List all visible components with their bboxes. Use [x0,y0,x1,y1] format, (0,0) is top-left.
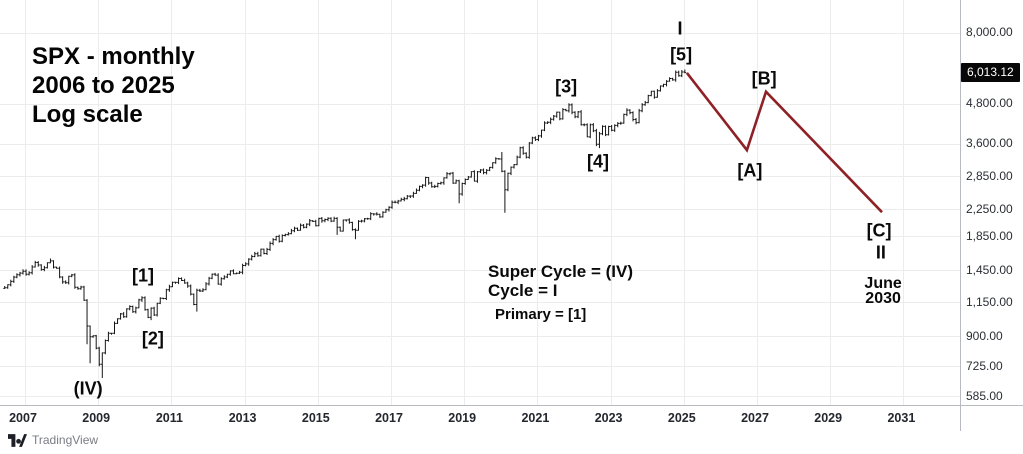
wave-label-2030: 2030 [865,290,901,308]
cycle-note: Cycle = I [488,281,558,300]
title-line-2: 2006 to 2025 [32,72,175,99]
last-price-value: 6,013.12 [967,65,1014,80]
wave-label-a: [A] [737,160,763,181]
time-axis-label-2023: 2023 [594,411,623,425]
time-axis-label-2019: 2019 [448,411,477,425]
time-axis-label-2021: 2021 [521,411,550,425]
price-axis-label: 1,450.00 [966,262,1013,277]
wave-label-i: I [677,18,683,39]
time-axis-label-2027: 2027 [741,411,769,425]
time-axis-label-2031: 2031 [887,411,916,425]
tradingview-logo-icon [8,433,27,447]
tradingview-logo[interactable]: TradingView [8,433,98,447]
wave-label-4: [4] [586,151,609,172]
wave-label-3: [3] [555,76,578,97]
time-axis-label-2013: 2013 [228,411,257,425]
wave-label-ii: II [875,242,886,263]
wave-label-june: June [864,275,902,293]
primary-note: Primary = [1] [495,306,587,323]
super-cycle-note: Super Cycle = (IV) [488,262,634,281]
time-axis-label-2029: 2029 [814,411,843,425]
time-axis-label-2007: 2007 [9,411,37,425]
wave-label-2: [2] [141,328,164,349]
wave-label-1: [1] [132,265,155,286]
wave-label-b: [B] [751,68,777,89]
time-axis-label-2015: 2015 [301,411,330,425]
price-axis-label: 1,850.00 [966,228,1013,243]
price-axis-label: 3,600.00 [966,136,1013,151]
price-axis-label: 8,000.00 [966,25,1013,40]
price-axis-label: 2,250.00 [966,201,1013,216]
price-axis-label: 900.00 [966,328,1003,343]
wave-label-c: [C] [866,220,892,241]
time-axis-label-2011: 2011 [155,411,183,425]
price-axis-label: 585.00 [966,388,1003,403]
price-axis-label: 725.00 [966,358,1003,373]
price-axis-label: 4,800.00 [966,96,1013,111]
wave-label-5: [5] [670,44,693,65]
chart-title: SPX - monthly 2006 to 2025 Log scale [32,42,195,129]
wave-count-note: Super Cycle = (IV) Cycle = I Primary = [… [488,262,633,323]
price-axis-label: 1,150.00 [966,294,1013,309]
title-line-1: SPX - monthly [32,43,195,70]
price-axis-label: 2,850.00 [966,168,1013,183]
time-axis-label-2009: 2009 [82,411,111,425]
time-axis-label-2017: 2017 [375,411,403,425]
tradingview-logo-text: TradingView [32,433,99,447]
last-price-badge: 6,013.12 [961,63,1020,83]
time-axis-label-2025: 2025 [667,411,696,425]
wave-label-iv: (IV) [73,378,103,399]
title-line-3: Log scale [32,101,143,128]
